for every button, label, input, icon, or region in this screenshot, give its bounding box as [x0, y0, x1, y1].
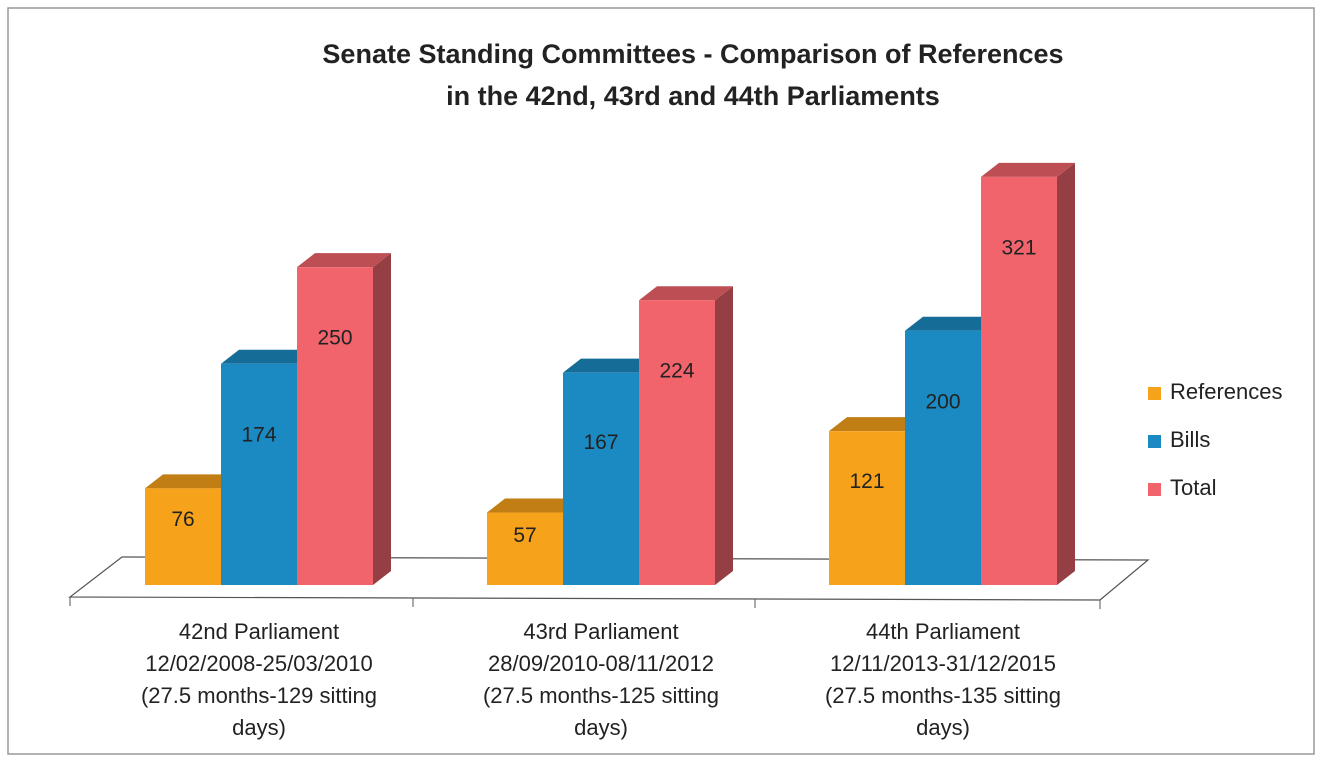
- legend-swatch: [1148, 435, 1161, 448]
- x-tick-label: days): [232, 715, 286, 740]
- legend-label: References: [1170, 379, 1283, 404]
- bar-top: [563, 358, 657, 373]
- bar-top: [905, 316, 999, 331]
- bar-top: [297, 253, 391, 268]
- bar: 321: [981, 162, 1075, 585]
- chart-title: in the 42nd, 43rd and 44th Parliaments: [446, 81, 940, 111]
- value-label: 57: [513, 524, 536, 547]
- value-label: 321: [1001, 236, 1036, 259]
- bar-top: [221, 349, 315, 364]
- x-tick-label: 28/09/2010-08/11/2012: [488, 651, 714, 676]
- x-tick-label: 12/11/2013-31/12/2015: [830, 651, 1056, 676]
- bar-front: [563, 372, 639, 585]
- bar-front: [487, 512, 563, 585]
- bar-top: [487, 498, 581, 513]
- x-tick-label: 12/02/2008-25/03/2010: [145, 651, 373, 676]
- value-label: 174: [241, 423, 276, 446]
- bar-front: [639, 300, 715, 585]
- x-tick-label: 44th Parliament: [866, 619, 1020, 644]
- chart-title: Senate Standing Committees - Comparison …: [322, 39, 1063, 69]
- bar-front: [145, 488, 221, 585]
- legend-label: Total: [1170, 475, 1216, 500]
- x-tick-label: days): [574, 715, 628, 740]
- bar-top: [981, 162, 1075, 177]
- value-label: 200: [925, 390, 960, 413]
- bar-top: [639, 286, 733, 301]
- legend-swatch: [1148, 387, 1161, 400]
- legend-swatch: [1148, 483, 1161, 496]
- x-tick-label: (27.5 months-129 sitting: [141, 683, 377, 708]
- x-tick-label: days): [916, 715, 970, 740]
- bar-side: [715, 286, 733, 585]
- x-tick-label: 43rd Parliament: [523, 619, 678, 644]
- x-tick-label: (27.5 months-135 sitting: [825, 683, 1061, 708]
- bar-front: [829, 431, 905, 585]
- bar: 250: [297, 253, 391, 585]
- value-label: 167: [583, 431, 618, 454]
- bar: 224: [639, 286, 733, 585]
- bar-front: [981, 176, 1057, 585]
- bar-top: [145, 474, 239, 489]
- bar-top: [829, 417, 923, 432]
- bar-side: [1057, 162, 1075, 585]
- bar-side: [373, 253, 391, 585]
- value-label: 76: [171, 508, 194, 531]
- bar-front: [221, 363, 297, 585]
- value-label: 224: [659, 360, 694, 383]
- x-tick-label: 42nd Parliament: [179, 619, 339, 644]
- bar-front: [905, 330, 981, 585]
- bar-front: [297, 267, 373, 585]
- legend-label: Bills: [1170, 427, 1210, 452]
- x-tick-label: (27.5 months-125 sitting: [483, 683, 719, 708]
- value-label: 250: [317, 327, 352, 350]
- value-label: 121: [849, 470, 884, 493]
